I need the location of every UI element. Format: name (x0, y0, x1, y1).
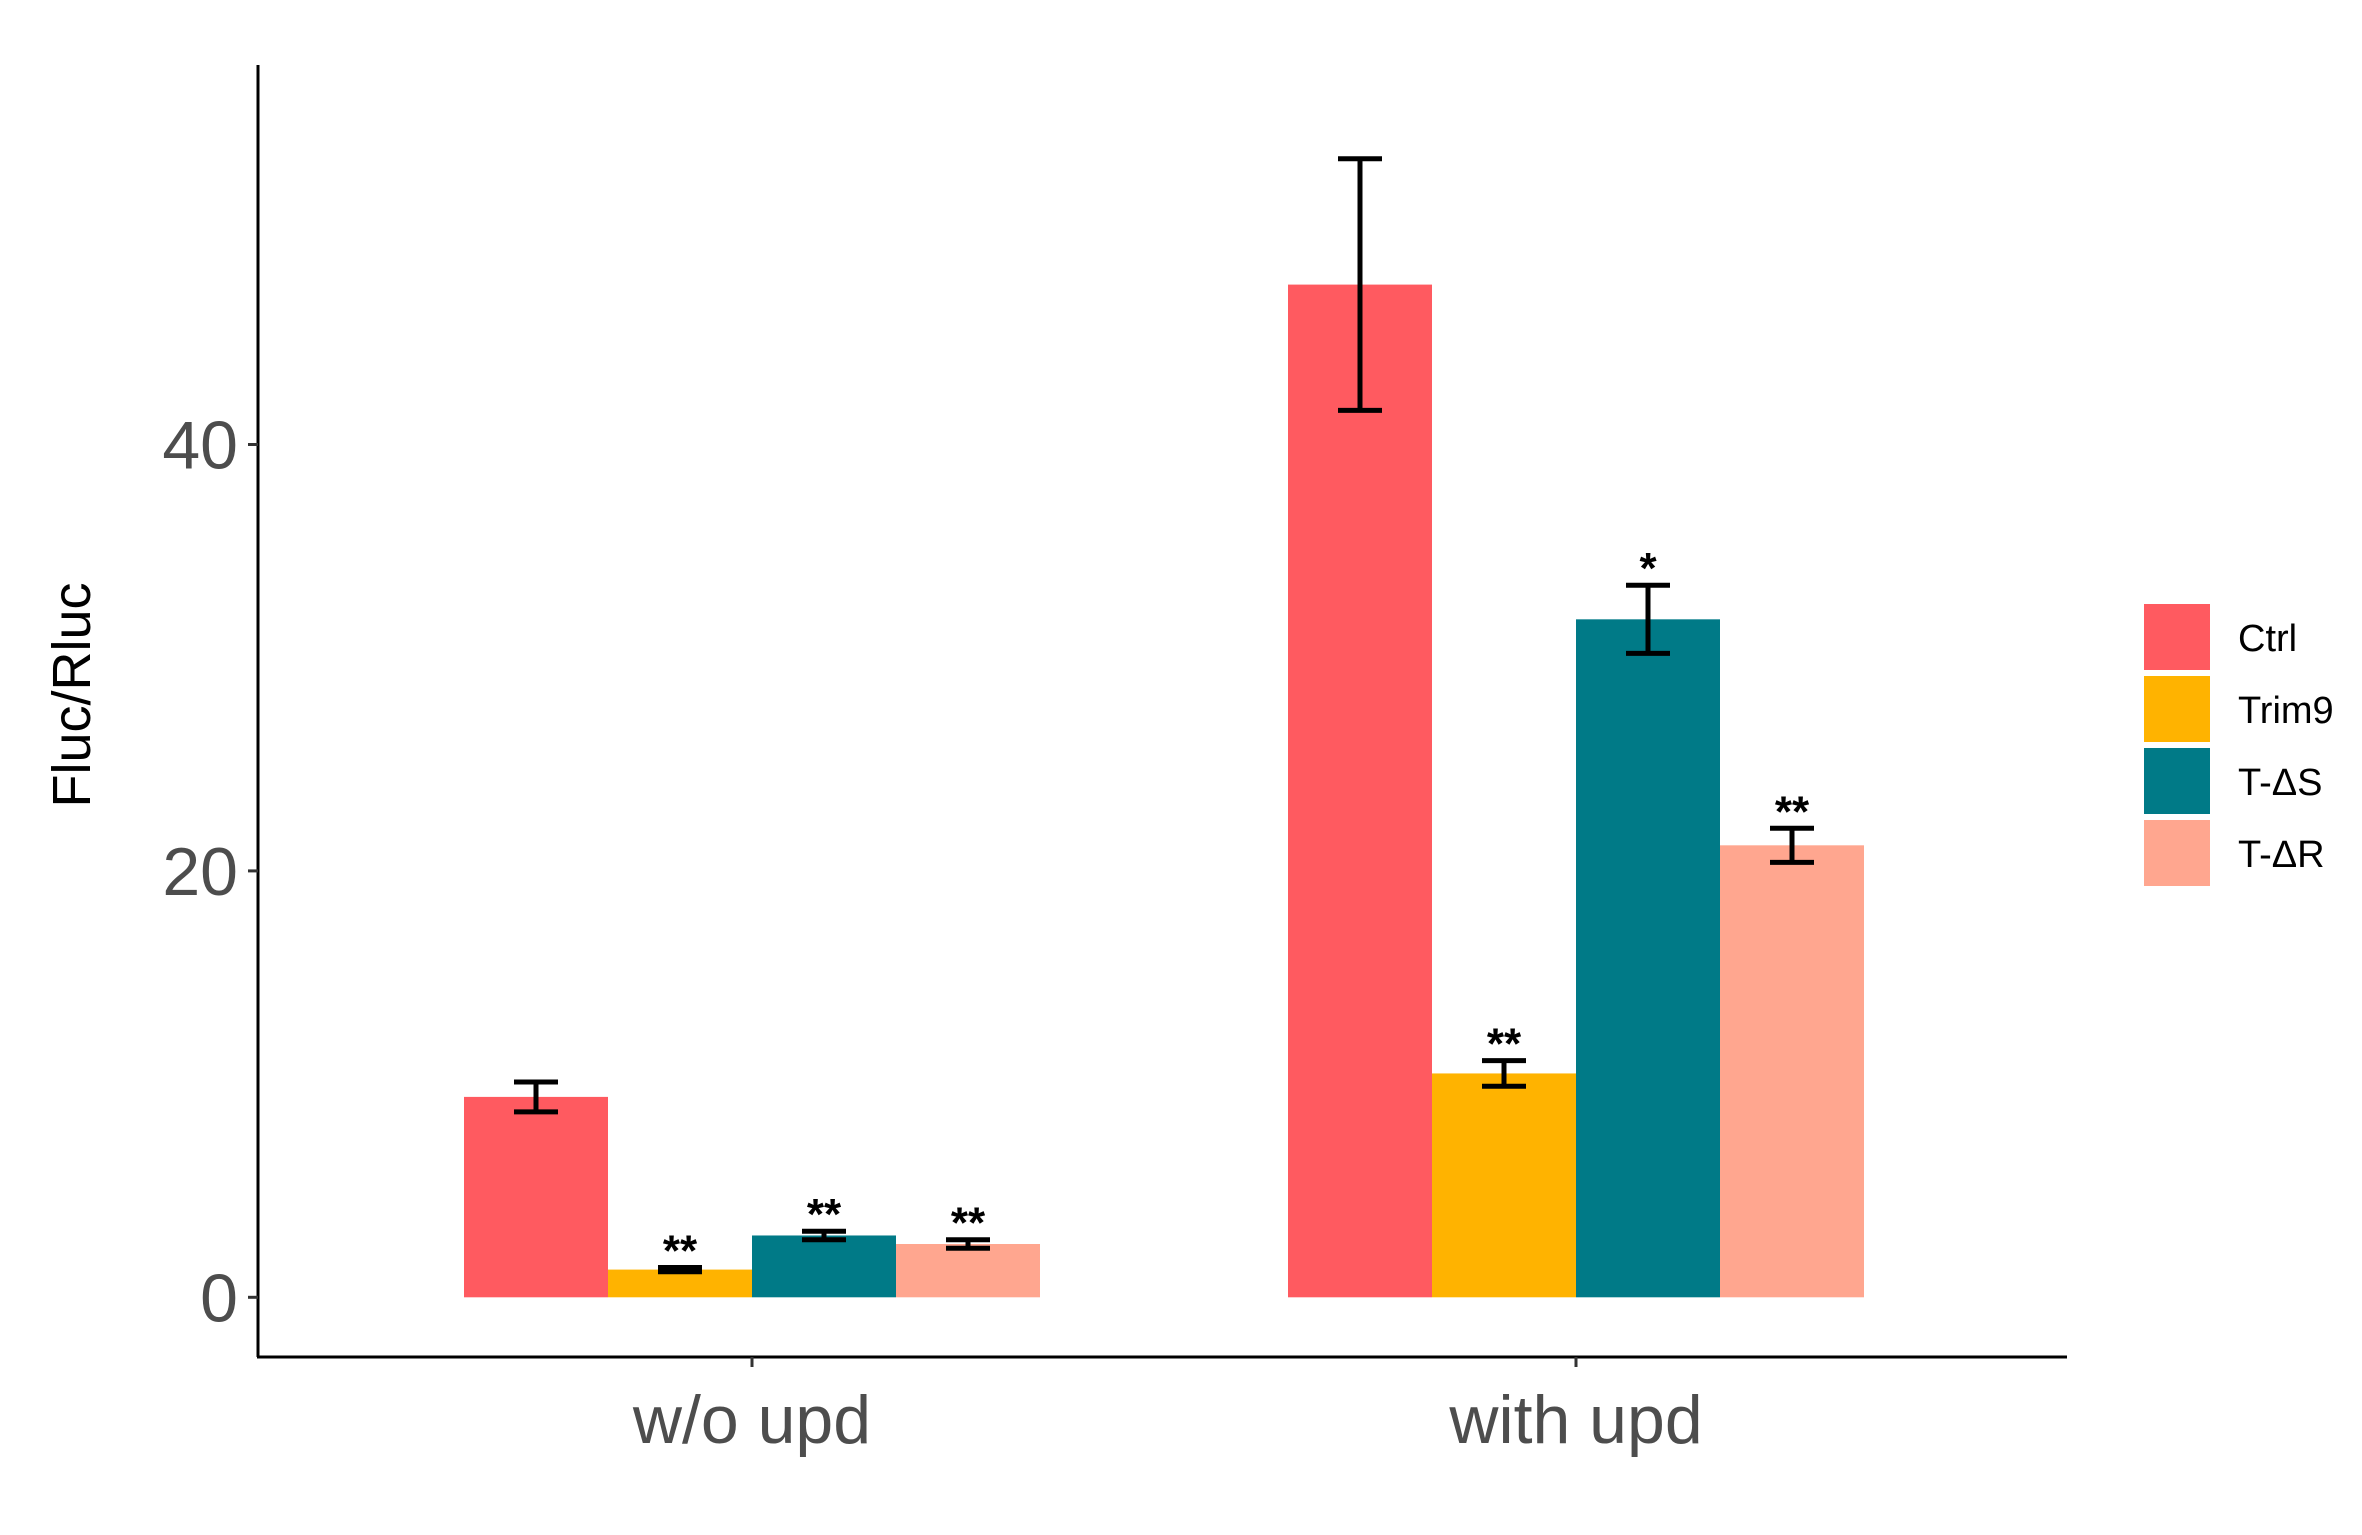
bar (896, 1244, 1040, 1298)
x-tick-label: w/o upd (632, 1382, 871, 1458)
y-tick-label: 40 (162, 407, 238, 483)
axes: Fluc/Rluc 0 20 40 w/o upd with upd (42, 65, 2067, 1458)
legend-label: Trim9 (2238, 690, 2334, 732)
bar (1432, 1073, 1576, 1298)
x-tick-label: with upd (1448, 1382, 1702, 1458)
y-axis-title: Fluc/Rluc (42, 582, 102, 807)
significance-label: ** (663, 1226, 698, 1275)
bar (1288, 284, 1432, 1298)
legend-label: T-ΔS (2238, 762, 2323, 804)
significance-label: ** (1775, 787, 1810, 836)
bar (1576, 619, 1720, 1298)
bar (1720, 845, 1864, 1298)
legend: Ctrl Trim9 T-ΔS T-ΔR (2144, 604, 2334, 886)
legend-swatch (2144, 604, 2210, 670)
legend-label: Ctrl (2238, 618, 2297, 660)
legend-swatch (2144, 676, 2210, 742)
legend-swatch (2144, 748, 2210, 814)
significance-label: * (1639, 544, 1657, 593)
significance-label: ** (807, 1190, 842, 1239)
y-tick-label: 0 (200, 1260, 238, 1336)
significance-label: ** (1487, 1020, 1522, 1069)
legend-label: T-ΔR (2238, 834, 2325, 876)
bar (752, 1235, 896, 1298)
y-tick-label: 20 (162, 834, 238, 910)
significance-label: ** (951, 1199, 986, 1248)
bar (464, 1096, 608, 1298)
plot-area: **** ******* (464, 156, 1864, 1298)
legend-swatch (2144, 820, 2210, 886)
